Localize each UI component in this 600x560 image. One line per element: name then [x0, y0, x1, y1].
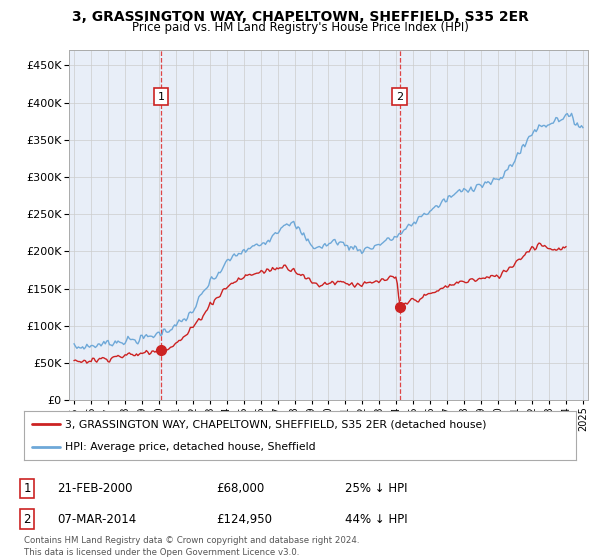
- Text: 25% ↓ HPI: 25% ↓ HPI: [345, 482, 407, 495]
- Text: 3, GRASSINGTON WAY, CHAPELTOWN, SHEFFIELD, S35 2ER (detached house): 3, GRASSINGTON WAY, CHAPELTOWN, SHEFFIEL…: [65, 419, 487, 430]
- Text: 2: 2: [23, 512, 31, 526]
- Text: 44% ↓ HPI: 44% ↓ HPI: [345, 512, 407, 526]
- Text: 3, GRASSINGTON WAY, CHAPELTOWN, SHEFFIELD, S35 2ER: 3, GRASSINGTON WAY, CHAPELTOWN, SHEFFIEL…: [71, 10, 529, 24]
- Text: 07-MAR-2014: 07-MAR-2014: [57, 512, 136, 526]
- Text: 1: 1: [158, 92, 164, 101]
- Text: 21-FEB-2000: 21-FEB-2000: [57, 482, 133, 495]
- Text: 2: 2: [396, 92, 403, 101]
- Text: £68,000: £68,000: [216, 482, 264, 495]
- Text: 1: 1: [23, 482, 31, 495]
- Text: HPI: Average price, detached house, Sheffield: HPI: Average price, detached house, Shef…: [65, 442, 316, 452]
- Text: £124,950: £124,950: [216, 512, 272, 526]
- Text: Price paid vs. HM Land Registry's House Price Index (HPI): Price paid vs. HM Land Registry's House …: [131, 21, 469, 34]
- Text: Contains HM Land Registry data © Crown copyright and database right 2024.
This d: Contains HM Land Registry data © Crown c…: [24, 536, 359, 557]
